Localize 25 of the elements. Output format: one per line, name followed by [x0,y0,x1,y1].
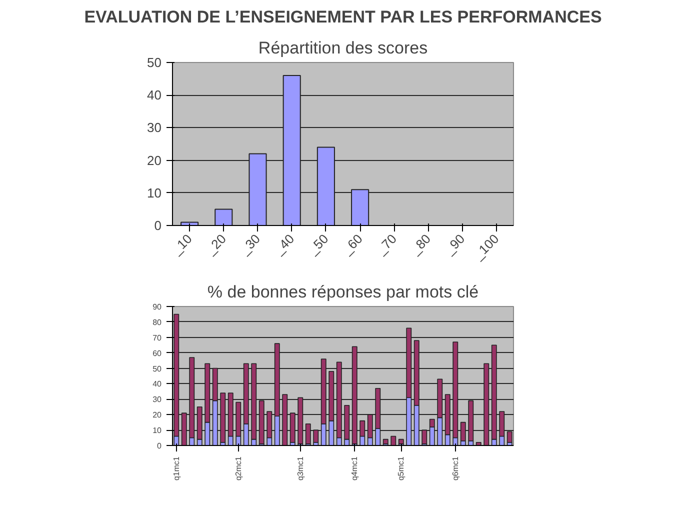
y-tick-label: 20 [152,410,162,420]
x-tick-label: q3mc1 [296,456,305,481]
y-tick-label: 20 [147,152,162,168]
y-tick-label: 30 [147,120,162,136]
chart-title: % de bonnes réponses par mots clé [207,282,479,302]
x-tick-label: q5mc1 [396,456,406,481]
y-tick-label: 90 [152,302,162,312]
y-tick-label: 40 [152,380,162,389]
y-tick-label: 60 [152,348,162,358]
y-tick-label: 70 [152,333,162,342]
y-tick-label: 50 [147,55,162,70]
x-tick-label: q6mc1 [450,456,460,481]
x-tick-label: q2mc1 [234,456,243,481]
y-tick-label: 0 [154,218,162,233]
y-tick-label: 80 [152,318,162,327]
y-tick-label: 0 [157,442,162,450]
y-tick-label: 30 [152,395,162,404]
y-tick-label: 10 [147,185,162,200]
y-tick-label: 50 [152,364,162,374]
chart-title: EVALUATION DE L’ENSEIGNEMENT PAR LES PERFORMANCES [84,8,602,26]
x-tick-label: q1mc1 [172,456,181,481]
x-tick-label: q4mc1 [350,456,360,481]
y-tick-label: 40 [147,88,162,103]
y-tick-label: 10 [152,426,162,436]
chart-subtitle: Répartition des scores [258,38,428,58]
